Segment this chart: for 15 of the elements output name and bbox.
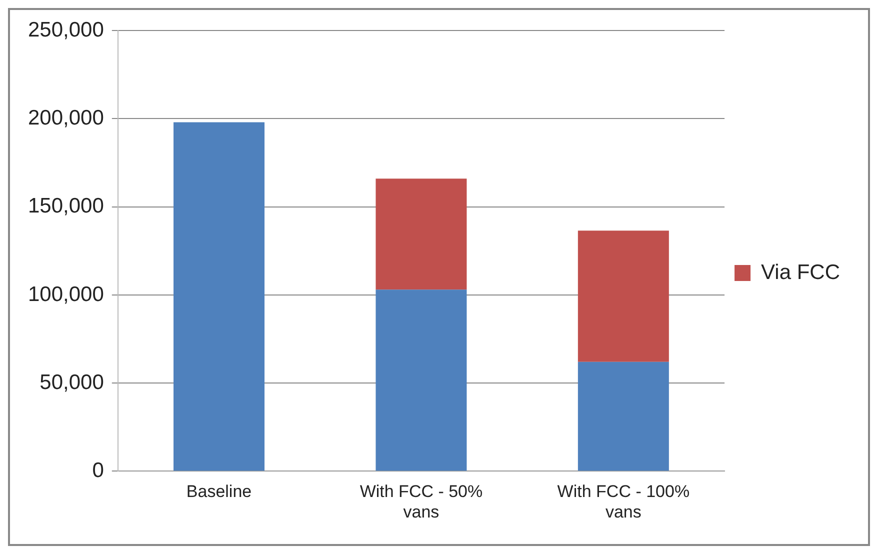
y-tick-label: 100,000 — [28, 282, 104, 306]
y-tick-label: 200,000 — [28, 106, 104, 130]
x-tick-label: With FCC - 50% vans — [360, 482, 483, 522]
bar — [174, 122, 265, 471]
y-tick-label: 0 — [92, 458, 104, 482]
y-tick-label: 250,000 — [28, 18, 104, 42]
bar — [578, 230, 669, 362]
y-tick-label: 50,000 — [40, 370, 104, 394]
y-tick-label: 150,000 — [28, 194, 104, 218]
legend-label: Via FCC — [761, 260, 840, 284]
x-tick-label: With FCC - 100% vans — [557, 482, 690, 522]
bar — [578, 362, 669, 471]
bar — [376, 178, 467, 290]
bar — [376, 290, 467, 471]
x-tick-label: Baseline — [186, 482, 252, 502]
